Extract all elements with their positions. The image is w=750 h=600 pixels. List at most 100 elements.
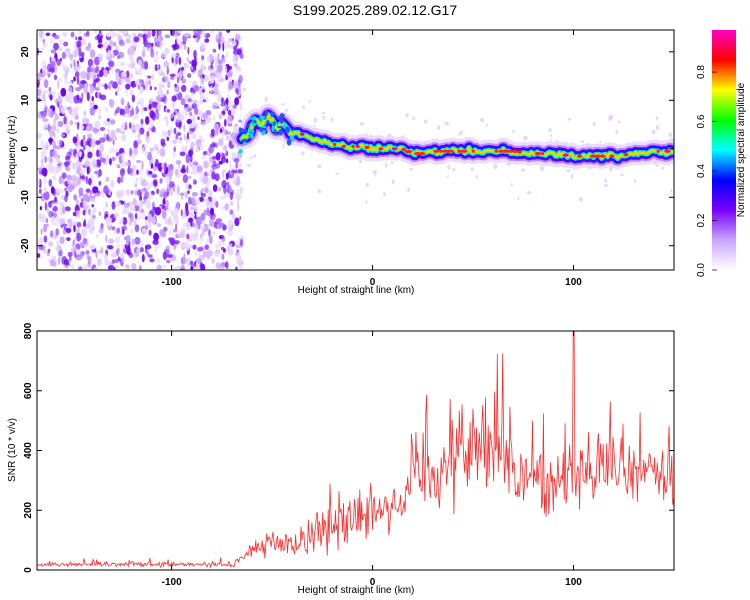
faint-speckle bbox=[373, 170, 377, 175]
faint-speckle bbox=[475, 175, 478, 179]
noise-speckle bbox=[204, 38, 210, 43]
noise-speckle bbox=[66, 151, 72, 159]
noise-speckle bbox=[115, 264, 118, 269]
noise-speckle bbox=[113, 211, 119, 219]
noise-speckle bbox=[57, 139, 61, 143]
noise-speckle bbox=[232, 49, 239, 56]
noise-speckle bbox=[43, 224, 48, 233]
noise-speckle bbox=[131, 94, 136, 103]
noise-speckle bbox=[103, 185, 109, 194]
noise-speckle bbox=[99, 127, 106, 131]
noise-speckle bbox=[42, 65, 49, 70]
noise-speckle bbox=[233, 157, 240, 163]
noise-speckle bbox=[69, 255, 72, 262]
noise-speckle bbox=[56, 216, 61, 225]
noise-speckle bbox=[94, 170, 99, 174]
noise-speckle bbox=[200, 145, 204, 150]
noise-speckle bbox=[239, 216, 242, 221]
ridge-peak bbox=[656, 149, 660, 153]
noise-speckle bbox=[201, 154, 207, 160]
noise-speckle bbox=[202, 113, 209, 119]
noise-speckle bbox=[174, 84, 180, 93]
noise-speckle bbox=[73, 163, 78, 169]
ridge-peak bbox=[333, 142, 337, 147]
noise-speckle bbox=[177, 30, 182, 34]
noise-speckle bbox=[122, 244, 125, 249]
noise-speckle bbox=[144, 144, 147, 149]
noise-speckle bbox=[194, 106, 199, 115]
noise-speckle bbox=[128, 105, 131, 109]
noise-speckle bbox=[240, 238, 243, 247]
noise-speckle bbox=[180, 243, 186, 249]
noise-speckle bbox=[199, 234, 203, 238]
noise-speckle bbox=[80, 168, 85, 176]
noise-speckle bbox=[235, 193, 242, 201]
noise-speckle bbox=[226, 72, 233, 78]
noise-speckle bbox=[43, 79, 49, 89]
spectral-ridge bbox=[231, 103, 674, 170]
noise-speckle bbox=[151, 216, 156, 225]
noise-speckle bbox=[149, 119, 155, 128]
noise-speckle bbox=[142, 33, 146, 43]
noise-speckle bbox=[161, 168, 165, 174]
noise-speckle bbox=[218, 160, 223, 165]
noise-speckle bbox=[111, 201, 116, 210]
noise-speckle bbox=[186, 132, 190, 140]
noise-speckle bbox=[111, 226, 116, 231]
faint-speckle bbox=[661, 166, 665, 170]
noise-speckle bbox=[117, 176, 121, 184]
noise-speckle bbox=[164, 34, 171, 39]
ridge-peak bbox=[457, 149, 462, 153]
noise-speckle bbox=[235, 161, 239, 169]
noise-speckle bbox=[227, 100, 233, 109]
noise-speckle bbox=[176, 201, 179, 207]
onset-blob bbox=[273, 129, 277, 134]
faint-speckle bbox=[313, 124, 316, 128]
noise-speckle bbox=[160, 231, 167, 238]
noise-speckle bbox=[210, 128, 215, 137]
noise-speckle bbox=[65, 127, 70, 133]
faint-speckle bbox=[578, 197, 584, 202]
noise-speckle bbox=[133, 197, 136, 202]
faint-speckle bbox=[301, 151, 305, 156]
noise-speckle bbox=[189, 260, 194, 266]
noise-speckle bbox=[164, 162, 167, 171]
noise-speckle bbox=[75, 210, 80, 215]
noise-speckle bbox=[151, 73, 155, 81]
noise-speckle bbox=[126, 246, 131, 255]
noise-speckle bbox=[235, 266, 238, 270]
noise-speckle bbox=[119, 30, 126, 34]
noise-speckle bbox=[87, 255, 92, 265]
noise-speckle bbox=[156, 149, 161, 154]
faint-speckle bbox=[264, 96, 269, 103]
noise-speckle bbox=[79, 151, 82, 158]
noise-speckle bbox=[133, 36, 140, 43]
noise-speckle bbox=[41, 60, 47, 67]
noise-speckle bbox=[90, 138, 96, 148]
noise-speckle bbox=[139, 79, 145, 86]
ridge-peak bbox=[433, 149, 440, 153]
noise-speckle bbox=[110, 179, 115, 189]
noise-speckle bbox=[228, 109, 232, 116]
noise-speckle bbox=[191, 191, 198, 197]
noise-speckle bbox=[128, 63, 133, 69]
noise-speckle bbox=[187, 190, 190, 195]
noise-speckle bbox=[203, 96, 209, 101]
noise-speckle bbox=[105, 67, 112, 71]
faint-speckle bbox=[302, 105, 305, 110]
noise-speckle bbox=[226, 229, 233, 237]
faint-speckle bbox=[566, 169, 571, 172]
noise-speckle bbox=[72, 50, 75, 58]
noise-speckle bbox=[96, 149, 100, 158]
noise-speckle bbox=[49, 259, 56, 267]
noise-speckle bbox=[175, 118, 181, 123]
noise-speckle bbox=[44, 201, 47, 211]
noise-speckle bbox=[173, 243, 176, 251]
noise-speckle bbox=[109, 147, 116, 154]
noise-speckle bbox=[98, 37, 103, 44]
noise-speckle bbox=[189, 111, 193, 116]
ridge-peak bbox=[471, 149, 475, 153]
noise-speckle bbox=[220, 156, 227, 163]
onset-blob bbox=[272, 121, 276, 127]
noise-speckle bbox=[228, 38, 233, 42]
